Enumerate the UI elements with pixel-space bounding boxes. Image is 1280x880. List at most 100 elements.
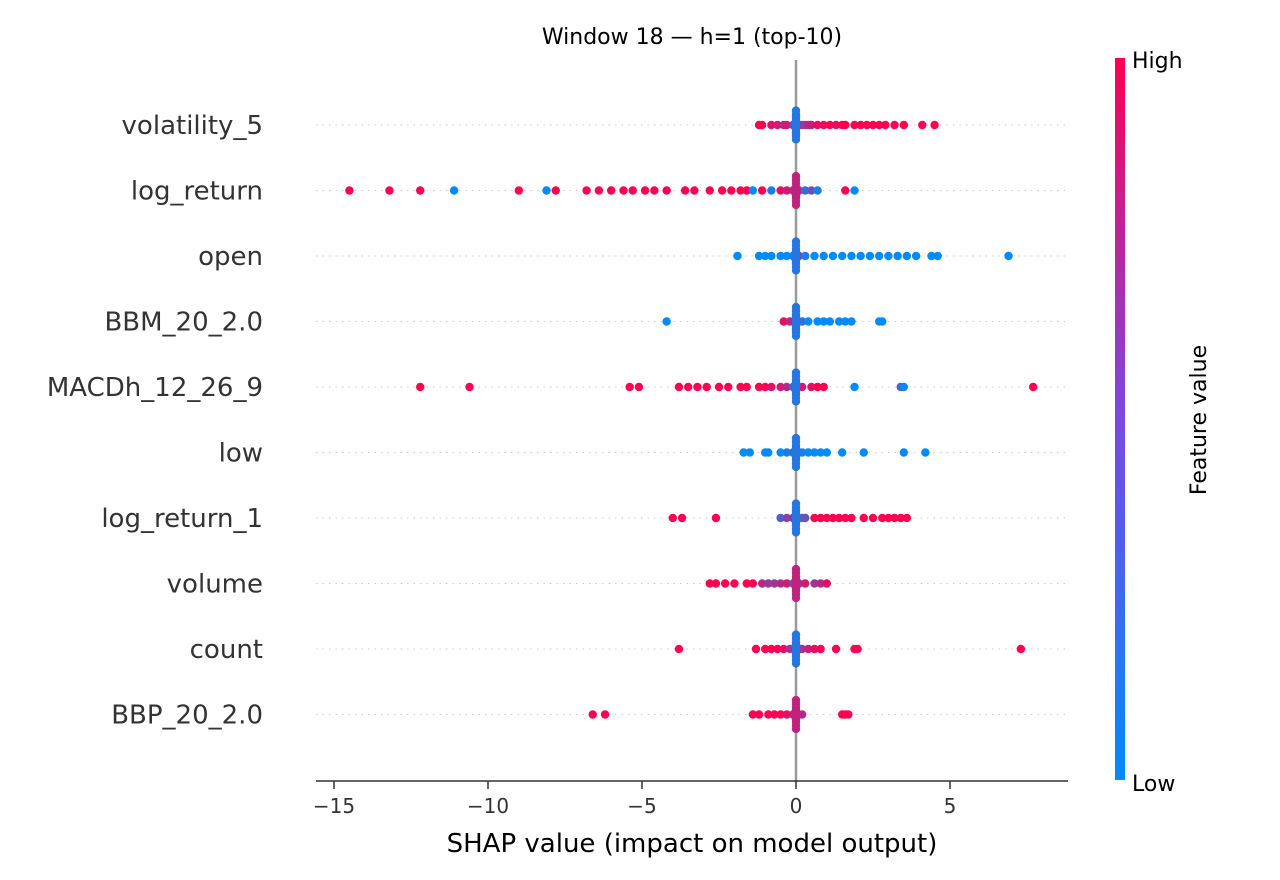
shap-point [724,382,733,392]
shap-point [813,186,822,195]
shap-point [801,186,810,195]
shap-point [748,710,758,719]
shap-point [754,251,764,261]
colorbar-high-label: High [1132,49,1183,74]
shap-point [807,186,816,195]
shap-point [859,513,868,523]
shap-point [582,186,591,195]
feature-label: low [219,439,263,469]
shap-point [841,186,850,195]
shap-point [1016,644,1026,654]
shap-point [776,579,785,588]
shap-point [702,382,711,392]
shap-point [514,186,523,195]
shap-point [822,513,831,523]
shap-point [825,317,835,326]
shap-point [674,382,684,392]
shap-point [847,317,856,326]
shap-point [662,186,671,195]
shap-point [736,186,745,195]
shap-point [748,579,758,588]
shap-point [890,120,899,130]
shap-point [773,644,782,654]
shap-point [677,513,687,523]
shap-point [640,186,650,195]
shap-point [884,513,893,523]
shap-point [822,579,831,588]
shap-point [761,251,770,261]
shap-point [736,382,745,392]
shap-point [856,120,865,130]
shap-point [918,120,927,130]
feature-label: volatility_5 [122,111,263,141]
shap-point [754,382,764,392]
feature-label: open [198,242,263,272]
shap-point [797,644,807,654]
shap-point [822,448,831,457]
shap-point [705,579,714,588]
shap-point [782,251,791,261]
shap-point [816,644,825,654]
shap-point [776,513,785,523]
shap-point [385,186,394,195]
shap-point [838,251,847,261]
shap-point [705,186,714,195]
shap-point [911,251,921,261]
shap-point [776,186,785,195]
shap-point [902,513,912,523]
shap-point [739,448,748,457]
shap-point [767,120,776,130]
shap-point-cluster [791,528,801,537]
shap-point [862,120,872,130]
shap-point [804,644,813,654]
shap-point [838,448,847,457]
shap-point [776,710,785,719]
feature-label: count [190,635,263,665]
shap-point [782,448,791,457]
shap-point [878,317,887,326]
shap-point [767,382,776,392]
shap-point [878,513,887,523]
feature-label: log_return_1 [101,504,263,534]
shap-point [711,579,721,588]
shap-point [874,120,884,130]
shap-point [828,251,838,261]
shap-point [1028,382,1038,392]
shap-point [345,186,354,195]
shap-point [899,120,908,130]
shap-point [859,448,868,457]
shap-point [896,513,905,523]
shap-point [761,382,770,392]
shap-point [782,579,791,588]
shap-point [770,579,779,588]
shap-point [810,579,819,588]
shap-point [779,317,788,326]
shap-point [727,186,736,195]
shap-point [551,186,560,195]
shap-point [764,710,773,719]
x-tick-label: 5 [944,794,957,818]
shap-point [847,251,856,261]
shap-point [810,251,819,261]
shap-point [693,382,702,392]
colorbar [1115,58,1125,780]
shap-point [850,382,859,392]
shap-point [619,186,628,195]
shap-point [884,251,893,261]
shap-point [690,186,699,195]
shap-point-cluster [791,135,801,144]
shap-point [856,251,865,261]
shap-point [720,579,730,588]
shap-point [748,186,758,195]
shap-point [628,186,637,195]
shap-point [776,448,785,457]
shap-point-cluster [791,462,801,472]
shap-point [819,317,828,326]
shap-point [797,710,807,719]
shap-point [449,186,459,195]
shap-point [776,251,785,261]
shap-point [668,513,677,523]
shap-point [767,644,776,654]
shap-point [819,382,828,392]
shap-point [881,120,890,130]
